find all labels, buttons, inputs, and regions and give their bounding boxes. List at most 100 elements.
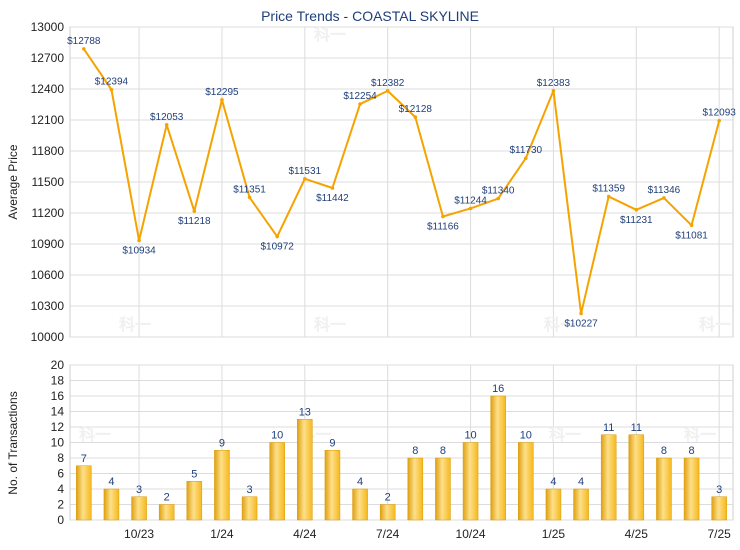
price-data-label: $11346 [648,185,681,196]
transactions-data-label: 8 [412,445,418,457]
price-y-tick-label: 11500 [32,175,65,189]
price-y-tick-label: 11800 [32,144,65,158]
price-y-tick-label: 10000 [31,330,65,344]
transactions-bar [462,442,479,521]
price-data-label: $12093 [703,108,737,119]
price-point [330,186,335,190]
price-point [385,89,390,93]
transactions-y-tick-label: 6 [57,467,64,481]
transactions-bar [103,488,120,521]
transactions-data-label: 9 [219,437,225,449]
price-data-label: $11166 [427,222,459,233]
price-y-tick-label: 12100 [31,113,65,127]
price-point [606,194,611,199]
price-point [441,214,445,219]
transactions-data-label: 7 [81,453,87,465]
transactions-data-label: 8 [661,445,667,457]
watermark-text: 科一 [119,315,151,334]
price-point [717,118,721,123]
transactions-bar [352,488,368,521]
transactions-bar [573,488,589,521]
x-tick-label: 1/24 [210,527,234,541]
price-point [496,196,500,201]
transactions-data-label: 16 [492,383,504,395]
transactions-data-label: 11 [631,422,642,434]
price-data-label: $10934 [122,245,156,256]
price-point [662,196,666,200]
price-point [275,234,279,239]
transactions-bar [186,481,203,521]
x-tick-label: 7/25 [708,527,732,541]
price-data-label: $12053 [150,112,184,123]
watermark-text: 科一 [699,315,731,334]
price-data-label: $11359 [592,184,625,195]
transactions-bar [490,395,506,521]
price-data-label: $12128 [399,104,433,115]
transactions-bar [600,434,617,521]
transactions-data-label: 2 [385,492,391,504]
price-data-label: $11351 [233,184,266,195]
price-y-tick-label: 10600 [31,268,65,282]
price-point [303,176,307,181]
transactions-bar [407,457,424,521]
price-data-label: $12394 [95,77,129,88]
transactions-data-label: 9 [329,437,335,449]
price-data-label: $11081 [675,230,708,241]
watermark-text: 科一 [314,315,346,334]
price-point [137,238,141,243]
transactions-y-tick-label: 14 [51,405,65,419]
watermark-text: 科一 [79,425,111,444]
transactions-data-label: 8 [440,445,446,457]
price-y-tick-label: 10900 [31,237,65,251]
price-data-label: $12383 [537,78,571,89]
transactions-bar [711,496,727,521]
price-point [634,207,639,212]
transactions-bar [158,504,175,521]
transactions-data-label: 5 [191,468,197,480]
transactions-data-label: 8 [689,445,695,457]
transactions-bar [656,457,672,521]
price-y-tick-label: 13000 [31,20,65,34]
price-y-tick-label: 11200 [32,206,65,220]
transactions-y-tick-label: 20 [51,358,65,372]
transactions-y-tick-label: 4 [57,482,64,496]
watermark-text: 科一 [549,425,581,444]
price-data-label: $11231 [620,215,653,226]
transactions-bar [214,450,230,521]
price-point [164,123,169,127]
transactions-bar [683,457,700,521]
price-data-label: $12382 [371,78,405,89]
price-data-label: $11244 [454,195,487,206]
transactions-data-label: 2 [164,492,170,504]
price-point [220,98,224,102]
price-point [109,87,114,92]
x-tick-label: 1/25 [542,527,566,541]
price-data-label: $11730 [509,145,542,156]
transactions-data-label: 4 [108,476,114,488]
transactions-data-label: 4 [550,476,556,488]
watermark-text: 科一 [684,425,716,444]
transactions-y-tick-label: 2 [57,498,64,512]
transactions-bar [269,442,285,521]
price-y-tick-label: 10300 [31,299,65,313]
transactions-bar [131,496,147,521]
price-line [82,48,721,315]
transactions-data-label: 11 [603,422,614,434]
transactions-y-tick-label: 8 [57,451,64,465]
transactions-y-tick-label: 10 [51,436,65,450]
x-tick-label: 4/25 [625,527,649,541]
price-point [524,156,528,161]
transactions-bar [379,504,396,521]
transactions-bar [435,457,451,521]
transactions-y-tick-label: 12 [51,420,65,434]
price-data-label: $10227 [564,319,598,330]
price-data-label: $12788 [67,36,101,47]
price-data-label: $11340 [482,186,515,197]
price-point [551,88,556,93]
price-point [689,223,694,228]
transactions-data-label: 4 [357,476,363,488]
price-data-label: $12254 [343,91,377,102]
transactions-bar [76,465,92,521]
